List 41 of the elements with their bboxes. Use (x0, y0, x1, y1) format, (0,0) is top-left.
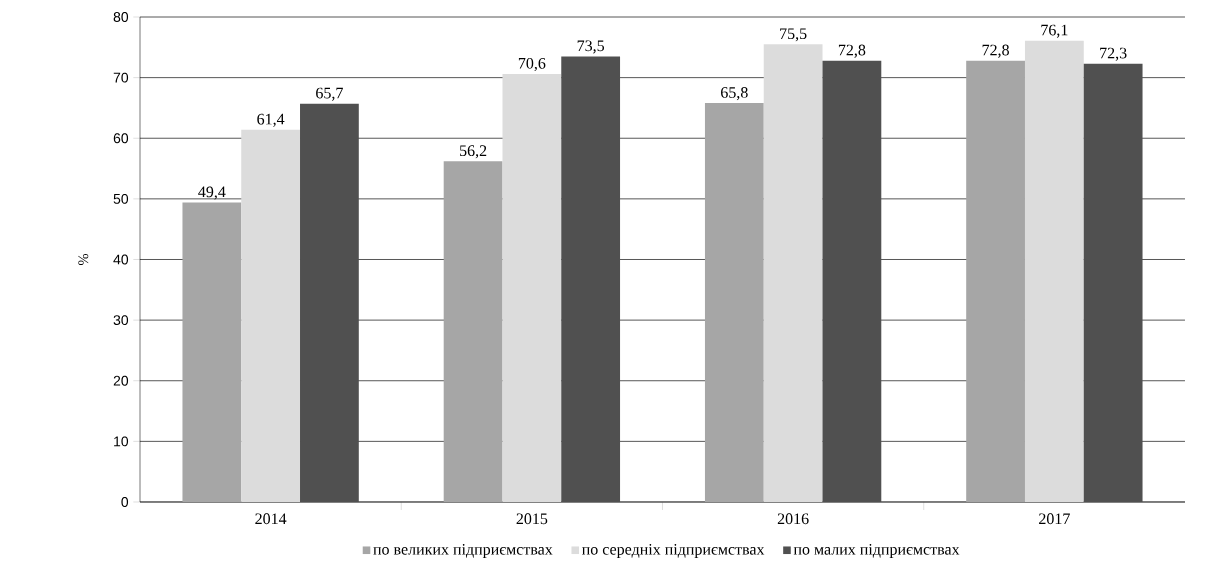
bar (966, 60, 1025, 502)
data-label: 76,1 (1041, 24, 1068, 38)
x-tick-label: 2017 (1039, 513, 1070, 525)
data-label: 70,6 (518, 57, 546, 72)
y-tick-label: 10 (114, 436, 129, 447)
data-label: 73,5 (577, 40, 605, 54)
data-label: 61,4 (257, 113, 285, 127)
bar (822, 60, 882, 502)
y-tick-label: 20 (113, 375, 129, 386)
y-tick-label: 40 (113, 254, 129, 265)
data-label: 65,8 (721, 87, 748, 101)
bar (763, 44, 823, 502)
x-tick-label: 2016 (777, 513, 809, 525)
y-tick-label: 80 (113, 12, 129, 22)
y-tick-label: 0 (121, 497, 129, 507)
x-tick-label: 2014 (255, 513, 287, 525)
bar (1083, 63, 1143, 502)
bar (300, 103, 359, 502)
data-label: 65,7 (316, 87, 343, 101)
data-label: 49,4 (198, 186, 226, 200)
data-label: 72,8 (982, 44, 1009, 58)
bar (1024, 40, 1084, 502)
bar (502, 73, 562, 502)
bar (561, 56, 621, 502)
bar (182, 202, 242, 502)
data-label: 56,2 (460, 145, 487, 159)
legend-label: по великих підприємствах (373, 543, 553, 558)
data-label: 72,3 (1100, 47, 1127, 61)
y-tick-label: 60 (113, 133, 129, 144)
y-axis-title: % (78, 253, 89, 266)
y-tick-label: 30 (113, 315, 129, 326)
bar (704, 103, 764, 502)
y-tick-label: 70 (113, 72, 129, 83)
legend-label: по малих підприємствах (793, 543, 960, 558)
y-tick-label: 50 (113, 193, 129, 204)
x-tick-label: 2015 (516, 513, 548, 525)
data-label: 75,5 (780, 28, 807, 42)
data-label: 72,8 (838, 44, 866, 58)
bar (443, 161, 503, 502)
bar (241, 129, 301, 502)
legend-label: по середніх підприємствах (582, 543, 765, 558)
